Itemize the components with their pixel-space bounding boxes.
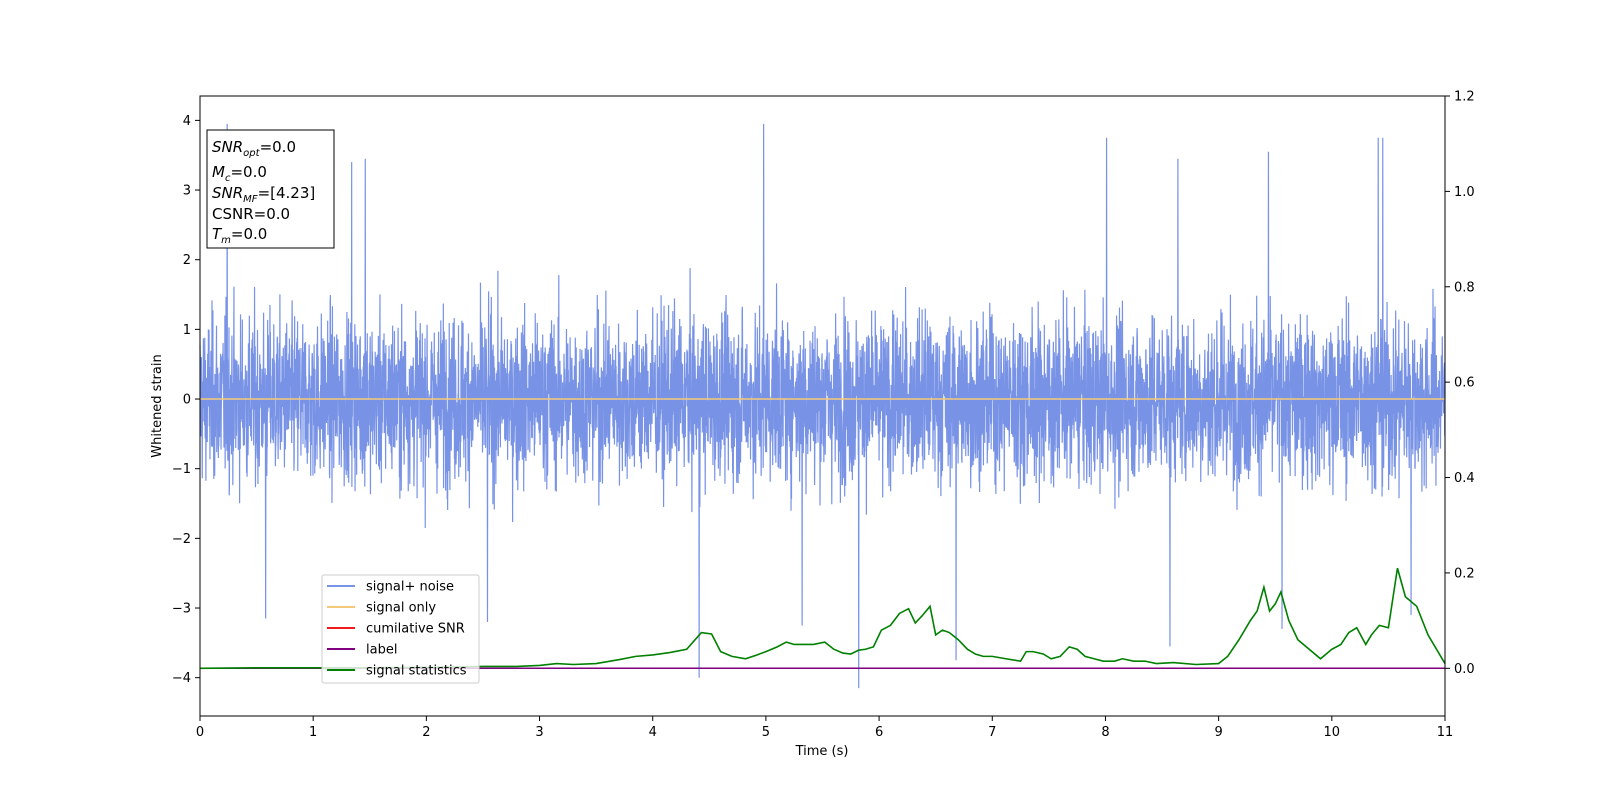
x-tick-label: 11 bbox=[1437, 725, 1454, 740]
annotation-box: SNRopt=0.0Mc=0.0SNRMF=[4.23]CSNR=0.0Tm=0… bbox=[206, 129, 335, 249]
y2-tick-label: 1.0 bbox=[1454, 185, 1475, 200]
y2-tick-label: 0.0 bbox=[1454, 662, 1475, 677]
x-axis-label: Time (s) bbox=[795, 744, 849, 759]
series-signal-statistics bbox=[199, 567, 1446, 670]
y-tick-label: 0 bbox=[183, 393, 191, 408]
annotation-value: =[4.23] bbox=[258, 184, 316, 202]
x-tick-label: 8 bbox=[1101, 725, 1109, 740]
annotation-sub: opt bbox=[243, 148, 260, 159]
annotation-main: SNR bbox=[212, 138, 243, 156]
legend-entry: signal+ noise bbox=[366, 580, 454, 595]
legend-entry: signal only bbox=[366, 601, 436, 616]
legend-entry: label bbox=[366, 643, 397, 658]
annotation-line: SNRopt=0.0 bbox=[212, 138, 296, 159]
y-tick-label: −3 bbox=[172, 602, 191, 617]
annotation-sub: c bbox=[225, 173, 231, 184]
legend-entry: signal statistics bbox=[366, 664, 467, 679]
annotation-sub: MF bbox=[243, 194, 258, 205]
x-tick-label: 9 bbox=[1214, 725, 1222, 740]
annotation-main: M bbox=[212, 163, 225, 181]
annotation-value: =0.0 bbox=[230, 163, 266, 181]
x-tick-label: 3 bbox=[535, 725, 543, 740]
x-tick-label: 10 bbox=[1324, 725, 1341, 740]
plot-frame bbox=[199, 95, 1446, 717]
annotation-main: T bbox=[212, 225, 223, 243]
y2-tick-label: 0.4 bbox=[1454, 471, 1475, 486]
annotation-value: =0.0 bbox=[254, 205, 290, 223]
annotation-value: =0.0 bbox=[231, 225, 267, 243]
y-tick-label: −4 bbox=[172, 671, 191, 686]
y-tick-label: 1 bbox=[183, 323, 191, 338]
y-axis-label: Whitened strain bbox=[150, 354, 165, 457]
annotation-line: SNRMF=[4.23] bbox=[212, 184, 315, 205]
annotation-main: SNR bbox=[212, 184, 243, 202]
ticks-layer: 0 1 2 3 4 5 6 7 8 9 10 11 −4 −3 −2 −1 0 1 2 3 4 0.0 0.2 0.4 0.6 0… bbox=[172, 90, 1475, 741]
x-tick-label: 1 bbox=[309, 725, 317, 740]
y2-tick-label: 0.8 bbox=[1454, 280, 1475, 295]
annotation-line: CSNR=0.0 bbox=[212, 205, 290, 223]
y-tick-label: 3 bbox=[183, 184, 191, 199]
series-signal-noise bbox=[199, 123, 1446, 689]
x-tick-label: 0 bbox=[196, 725, 204, 740]
y-tick-label: −2 bbox=[172, 532, 191, 547]
legend-frame bbox=[321, 574, 480, 684]
x-tick-label: 5 bbox=[762, 725, 770, 740]
y2-tick-label: 0.2 bbox=[1454, 566, 1475, 581]
y-tick-label: −1 bbox=[172, 462, 191, 477]
annotation-line: Mc=0.0 bbox=[212, 163, 267, 184]
x-tick-label: 6 bbox=[875, 725, 883, 740]
annotation-value: =0.0 bbox=[260, 138, 296, 156]
annotation-sub: m bbox=[221, 235, 231, 246]
x-tick-label: 2 bbox=[422, 725, 430, 740]
annotation-main: CSNR bbox=[212, 205, 254, 223]
annotation-frame bbox=[206, 129, 335, 249]
y-tick-label: 2 bbox=[183, 253, 191, 268]
y2-tick-label: 1.2 bbox=[1454, 90, 1475, 105]
x-tick-label: 4 bbox=[649, 725, 657, 740]
x-tick-label: 7 bbox=[988, 725, 996, 740]
y2-tick-label: 0.6 bbox=[1454, 376, 1475, 391]
legend-entry: cumilative SNR bbox=[366, 622, 465, 637]
annotation-line: Tm=0.0 bbox=[212, 225, 267, 246]
y-tick-label: 4 bbox=[183, 114, 191, 129]
legend: signal+ noise signal only cumilative SNR la… bbox=[321, 574, 480, 684]
